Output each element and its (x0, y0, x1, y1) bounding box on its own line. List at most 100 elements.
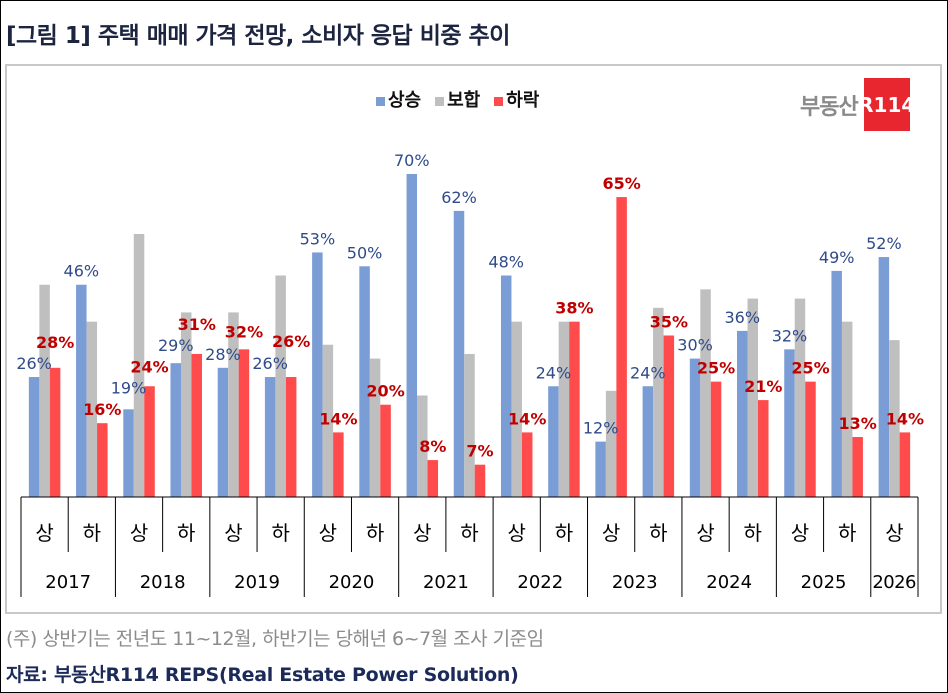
half-year-label: 상 (508, 521, 526, 545)
bar-up (878, 257, 890, 497)
bar-flat (558, 321, 570, 497)
half-year-label: 상 (602, 521, 620, 545)
bar-up (831, 270, 842, 497)
bar-down (191, 353, 202, 497)
data-label-up: 36% (724, 308, 760, 327)
bar-flat (86, 321, 98, 497)
bar-down (49, 367, 61, 497)
data-label-up: 24% (630, 363, 666, 382)
bar-up (642, 386, 654, 497)
data-label-up: 52% (866, 234, 902, 253)
bar-flat (511, 321, 522, 497)
data-label-down: 14% (319, 409, 357, 428)
data-label-down: 25% (697, 359, 735, 378)
bar-up (217, 367, 229, 497)
bar-down (852, 437, 863, 497)
bar-down (758, 400, 769, 497)
year-label: 2025 (801, 572, 847, 593)
bar-flat (889, 340, 900, 497)
bar-down (144, 386, 155, 497)
legend-label-flat: 보합 (447, 90, 481, 111)
bar-down (663, 335, 675, 497)
data-label-up: 24% (536, 363, 572, 382)
bar-up (689, 358, 701, 497)
half-year-label: 하 (366, 521, 384, 545)
bar-down (285, 377, 297, 497)
bar-flat (464, 353, 475, 497)
year-label: 2017 (45, 572, 91, 593)
legend: 상승 보합 하락 (376, 86, 539, 112)
legend-label-up: 상승 (388, 90, 422, 111)
data-label-up: 26% (16, 354, 52, 373)
half-year-label: 하 (555, 521, 573, 545)
data-label-up: 29% (158, 336, 194, 355)
half-year-label: 하 (271, 521, 289, 545)
legend-swatch-flat (435, 96, 445, 106)
bar-flat (605, 390, 617, 497)
bar-down (521, 432, 533, 497)
bar-flat (841, 321, 853, 497)
page-title: [그림 1] 주택 매매 가격 전망, 소비자 응답 비중 추이 (6, 23, 510, 49)
data-label-up: 50% (347, 243, 383, 262)
half-year-label: 하 (649, 521, 667, 545)
bar-up (453, 210, 465, 497)
half-year-label: 하 (838, 521, 856, 545)
bar-flat (180, 312, 192, 497)
bar-up (406, 174, 418, 497)
bar-up (548, 386, 559, 497)
half-year-label: 상 (413, 521, 431, 545)
legend-item-flat: 보합 (435, 86, 480, 112)
bar-up (170, 363, 181, 497)
bar-down (616, 197, 627, 498)
bar-up (312, 252, 323, 497)
legend-label-down: 하락 (506, 90, 540, 111)
half-year-label: 하 (177, 521, 195, 545)
data-label-up: 32% (772, 326, 808, 345)
year-label: 2018 (140, 572, 186, 593)
bar-up (500, 275, 512, 497)
data-label-up: 49% (819, 248, 855, 267)
bar-down (569, 321, 580, 497)
bar-flat (275, 275, 286, 497)
bar-down (710, 381, 722, 497)
bar-up (595, 441, 606, 497)
year-label: 2026 (872, 572, 916, 593)
bar-flat (700, 289, 711, 497)
bar-down (899, 432, 911, 497)
legend-swatch-down (494, 96, 504, 106)
data-label-down: 65% (602, 174, 640, 193)
bar-flat (417, 395, 428, 497)
bar-flat (369, 358, 381, 497)
bar-down (805, 381, 816, 497)
data-label-up: 19% (111, 378, 147, 397)
half-year-label: 상 (791, 521, 809, 545)
data-label-up: 48% (488, 253, 524, 272)
bar-up (76, 284, 87, 497)
data-label-down: 31% (178, 315, 216, 334)
half-year-label: 하 (460, 521, 478, 545)
data-label-down: 20% (366, 382, 404, 401)
year-label: 2023 (612, 572, 658, 593)
data-label-up: 28% (205, 345, 241, 364)
data-label-down: 38% (555, 299, 593, 318)
data-label-up: 12% (583, 419, 619, 438)
bar-down (474, 464, 486, 497)
year-label: 2020 (329, 572, 375, 593)
data-label-up: 30% (677, 336, 713, 355)
bar-flat (794, 298, 806, 497)
bar-up (123, 409, 134, 497)
half-year-label: 상 (224, 521, 242, 545)
bar-flat (228, 312, 239, 497)
half-year-label: 상 (130, 521, 148, 545)
bar-up (28, 377, 40, 497)
year-label: 2022 (517, 572, 563, 593)
half-year-label: 상 (35, 521, 53, 545)
data-label-down: 13% (839, 414, 877, 433)
data-label-up: 62% (441, 188, 477, 207)
half-year-label: 상 (885, 521, 903, 545)
data-label-down: 14% (886, 409, 924, 428)
data-label-down: 16% (83, 400, 121, 419)
r114-logo: 부동산 R114 (800, 78, 915, 131)
bar-flat (322, 344, 334, 497)
